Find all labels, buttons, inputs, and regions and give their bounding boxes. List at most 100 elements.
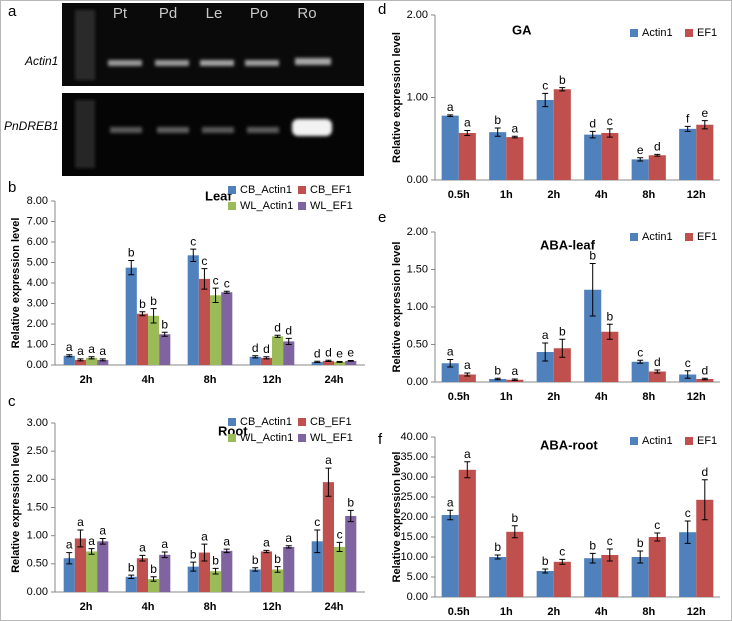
gel-row-label: PnDREB1: [4, 119, 59, 133]
significance-letter: c: [607, 534, 613, 548]
significance-letter: c: [542, 79, 548, 93]
lane-label: Pt: [113, 5, 128, 22]
x-tick-label: 2h: [547, 606, 560, 618]
chart-title: Root: [218, 423, 248, 438]
significance-letter: c: [559, 545, 565, 559]
y-tick-label: 1.50: [27, 501, 48, 513]
significance-letter: b: [190, 547, 197, 561]
error-bar: [464, 372, 471, 377]
x-tick-label: 24h: [325, 601, 344, 613]
x-tick-label: 2h: [547, 189, 560, 201]
significance-letter: b: [274, 552, 281, 566]
significance-letter: d: [325, 345, 332, 359]
y-tick-label: 0.00: [407, 591, 428, 603]
significance-letter: c: [685, 356, 691, 370]
significance-letter: a: [464, 358, 471, 372]
error-bar: [447, 509, 454, 521]
x-tick-label: 1h: [500, 391, 513, 403]
panel-letter: b: [8, 179, 16, 196]
error-bar: [701, 120, 708, 130]
legend-swatch: [685, 233, 693, 241]
significance-letter: c: [314, 515, 320, 529]
significance-letter: a: [447, 345, 454, 359]
significance-letter: b: [542, 554, 549, 568]
x-tick-label: 8h: [642, 189, 655, 201]
legend-swatch: [630, 233, 638, 241]
bar: [441, 363, 459, 382]
bar: [249, 569, 261, 592]
error-bar: [263, 549, 270, 554]
bar: [210, 295, 222, 365]
significance-letter: a: [201, 529, 208, 543]
bar: [345, 360, 357, 365]
legend-label: CB_Actin1: [240, 184, 292, 196]
lane-label: Ro: [297, 5, 316, 22]
significance-letter: b: [589, 249, 596, 263]
panel-letter: f: [378, 431, 383, 448]
error-bar: [314, 360, 321, 364]
bar-chart: d GA Relative expression level 0.00 1.00 2.00…: [378, 1, 720, 201]
x-tick-label: 8h: [642, 606, 655, 618]
x-tick-label: 4h: [142, 374, 155, 386]
bar: [283, 546, 295, 592]
y-tick-label: 3.00: [27, 417, 48, 429]
bar: [249, 356, 261, 365]
error-bar: [139, 311, 146, 317]
error-bar: [88, 356, 95, 360]
error-bar: [128, 259, 135, 276]
bar: [97, 541, 109, 592]
significance-letter: d: [654, 355, 661, 369]
y-tick-label: 3.00: [27, 297, 48, 309]
significance-letter: a: [285, 531, 292, 545]
significance-letter: d: [701, 465, 708, 479]
significance-letter: a: [77, 344, 84, 358]
error-bar: [223, 548, 230, 554]
y-tick-label: 0.00: [407, 174, 428, 186]
legend-swatch: [298, 418, 306, 426]
bar: [311, 541, 323, 592]
significance-letter: b: [559, 73, 566, 87]
legend-label: CB_Actin1: [240, 416, 292, 428]
x-tick-label: 2h: [80, 374, 93, 386]
bar: [441, 115, 459, 180]
lane-label: Po: [250, 5, 268, 22]
y-tick-label: 35.00: [400, 451, 428, 463]
error-bar: [285, 337, 292, 345]
significance-letter: c: [224, 276, 230, 290]
error-bar: [274, 334, 281, 338]
bar: [631, 159, 649, 180]
x-tick-label: 1h: [500, 189, 513, 201]
significance-letter: a: [88, 342, 95, 356]
bar: [489, 557, 507, 597]
bar: [553, 561, 571, 597]
significance-letter: b: [347, 495, 354, 509]
error-bar: [559, 558, 566, 565]
bar: [679, 532, 697, 597]
y-axis-title: Relative expression level: [391, 452, 403, 583]
error-bar: [684, 125, 691, 132]
significance-letter: c: [201, 254, 207, 268]
error-bar: [77, 358, 84, 362]
legend-label: CB_EF1: [310, 184, 352, 196]
significance-letter: a: [263, 535, 270, 549]
bar: [601, 132, 619, 180]
bar: [283, 341, 295, 365]
y-tick-label: 4.00: [27, 277, 48, 289]
y-tick-label: 5.00: [27, 256, 48, 268]
significance-letter: a: [464, 116, 471, 130]
y-tick-label: 1.00: [407, 301, 428, 313]
significance-letter: c: [685, 506, 691, 520]
significance-letter: d: [263, 342, 270, 356]
bar: [322, 360, 334, 365]
legend-swatch: [630, 29, 638, 37]
bar: [506, 137, 524, 180]
significance-letter: b: [589, 539, 596, 553]
lane-label: Le: [206, 5, 223, 22]
bar: [148, 315, 160, 365]
significance-letter: a: [99, 524, 106, 538]
significance-letter: b: [150, 294, 157, 308]
bar: [696, 379, 714, 382]
significance-letter: a: [99, 344, 106, 358]
x-tick-label: 0.5h: [448, 606, 470, 618]
legend-swatch: [228, 186, 236, 194]
